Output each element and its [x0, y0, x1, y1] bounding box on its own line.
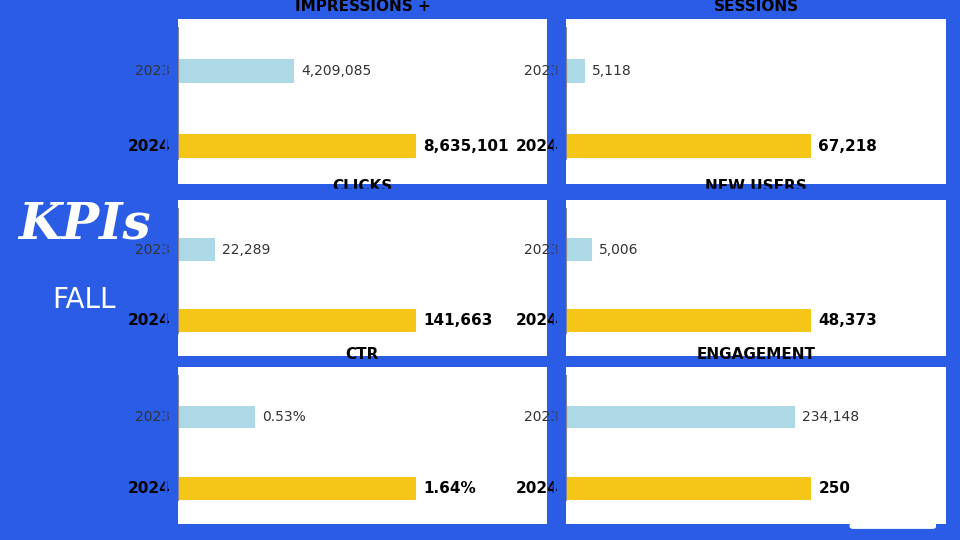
Text: 2024: 2024	[128, 481, 170, 496]
Text: 2024: 2024	[516, 139, 559, 154]
Text: 234,148: 234,148	[803, 410, 859, 424]
Text: 67,218: 67,218	[818, 139, 877, 154]
Bar	[566, 309, 811, 332]
Text: 22,289: 22,289	[223, 242, 271, 256]
Text: KPIs: KPIs	[17, 200, 151, 249]
Text: 2023: 2023	[524, 410, 559, 424]
Text: 2024: 2024	[128, 313, 170, 328]
Bar	[566, 238, 591, 261]
Title: SESSIONS: SESSIONS	[713, 0, 799, 14]
Text: 2024: 2024	[516, 481, 559, 496]
Title: NEW USERS: NEW USERS	[706, 179, 806, 194]
Bar	[566, 477, 811, 500]
Text: 2023: 2023	[135, 64, 170, 78]
FancyBboxPatch shape	[850, 513, 936, 529]
Text: 1.64%: 1.64%	[423, 481, 476, 496]
Bar	[178, 238, 215, 261]
Bar	[178, 59, 294, 83]
Text: 0.53%: 0.53%	[262, 410, 305, 424]
Title: ENGAGEMENT: ENGAGEMENT	[697, 347, 815, 362]
Text: 5,118: 5,118	[592, 64, 632, 78]
Title: CLICKS: CLICKS	[332, 179, 393, 194]
Bar	[566, 59, 585, 83]
Text: 2023: 2023	[524, 64, 559, 78]
Bar	[178, 309, 416, 332]
FancyBboxPatch shape	[850, 497, 936, 513]
Text: 2023: 2023	[524, 242, 559, 256]
Text: 2024: 2024	[128, 139, 170, 154]
Title: IMPRESSIONS +: IMPRESSIONS +	[295, 0, 430, 14]
Text: 2024: 2024	[516, 313, 559, 328]
Text: FALL: FALL	[52, 286, 116, 314]
Bar	[566, 134, 811, 158]
Bar	[566, 406, 795, 428]
Title: CTR: CTR	[346, 347, 379, 362]
Text: 8,635,101: 8,635,101	[423, 139, 509, 154]
Text: 48,373: 48,373	[818, 313, 877, 328]
Text: 2023: 2023	[135, 410, 170, 424]
FancyBboxPatch shape	[850, 481, 936, 497]
Text: 2023: 2023	[135, 242, 170, 256]
Text: 141,663: 141,663	[423, 313, 492, 328]
Text: 250,499: 250,499	[818, 481, 888, 496]
Text: 5,006: 5,006	[599, 242, 638, 256]
Bar	[178, 134, 416, 158]
Bar	[178, 406, 254, 428]
Text: 4,209,085: 4,209,085	[301, 64, 372, 78]
Bar	[178, 477, 416, 500]
